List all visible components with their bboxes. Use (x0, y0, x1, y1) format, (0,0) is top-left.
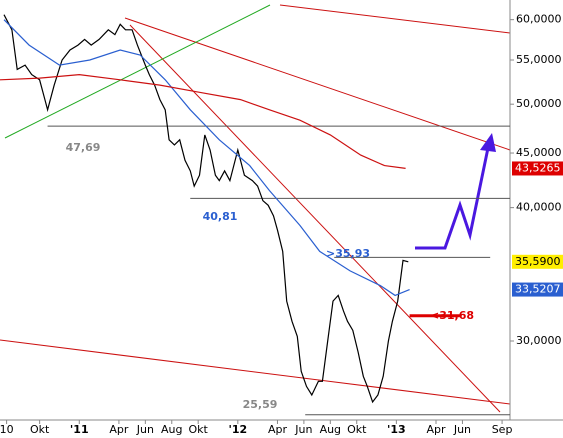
y-tick-label: 55,0000 (516, 53, 562, 66)
x-tick-label: Apr (109, 423, 129, 436)
x-tick-label: '12 (228, 423, 247, 436)
x-tick-label: Aug (161, 423, 182, 436)
level-label: 40,81 (203, 210, 238, 223)
value-box (512, 254, 563, 269)
x-tick-label: 10 (0, 423, 14, 436)
series-line (0, 73, 406, 169)
level-label: 47,69 (66, 141, 101, 154)
trend-line (0, 339, 511, 405)
x-tick-label: Okt (30, 423, 50, 436)
trend-lines (0, 4, 511, 413)
value-box-label: 43,5265 (515, 161, 561, 174)
level-label: <31,68 (430, 309, 474, 322)
value-box (512, 161, 563, 176)
forecast-arrow (415, 147, 490, 250)
x-tick-label: Aug (320, 423, 341, 436)
y-tick-label: 40,0000 (516, 201, 562, 214)
value-box (512, 282, 563, 297)
x-tick-label: '11 (70, 423, 89, 436)
level-label: >35,93 (326, 247, 370, 260)
x-tick-label: Sep (492, 423, 513, 436)
value-box-label: 35,5900 (515, 255, 561, 268)
trend-line (129, 24, 501, 413)
trend-line (124, 17, 511, 151)
x-tick-label: '13 (387, 423, 406, 436)
x-tick-label: Apr (426, 423, 446, 436)
x-tick-label: Jun (294, 423, 312, 436)
y-tick-label: 60,0000 (516, 13, 562, 26)
y-tick-label: 50,0000 (516, 97, 562, 110)
trend-line (4, 4, 271, 139)
x-tick-label: Okt (347, 423, 367, 436)
trend-line (279, 4, 511, 34)
arrow-head (480, 133, 496, 152)
level-label: 25,59 (243, 398, 278, 411)
x-tick-label: Jun (136, 423, 154, 436)
series-line (3, 14, 409, 404)
y-tick-label: 30,0000 (516, 334, 562, 347)
x-tick-label: Okt (189, 423, 209, 436)
value-box-label: 33,5207 (515, 283, 561, 296)
x-tick-label: Apr (268, 423, 288, 436)
x-tick-label: Jun (453, 423, 471, 436)
series-line (3, 19, 410, 297)
y-tick-label: 45,0000 (516, 146, 562, 159)
